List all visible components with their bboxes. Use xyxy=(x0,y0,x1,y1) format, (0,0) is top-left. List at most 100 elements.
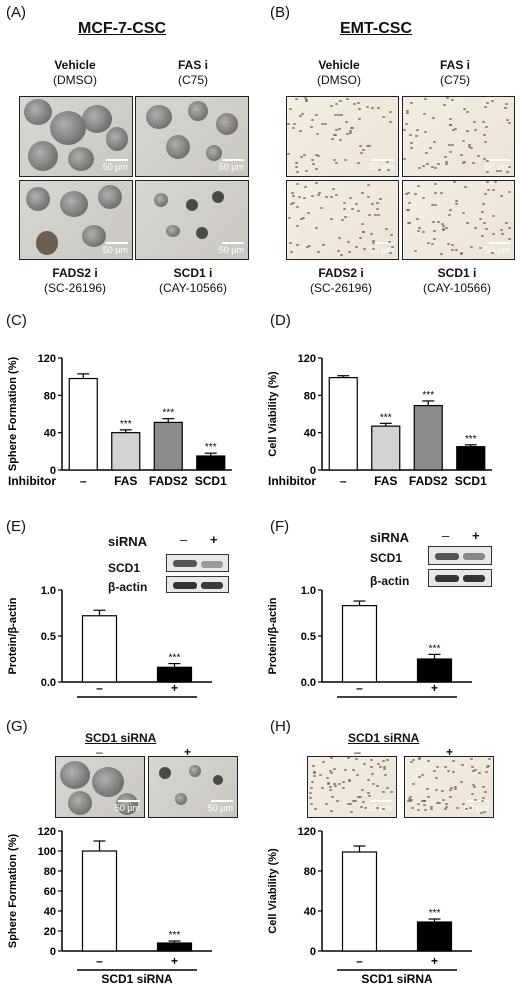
cell-speckle xyxy=(289,242,292,244)
cell-speckle xyxy=(306,246,309,248)
cell-speckle xyxy=(309,792,312,794)
cell-speckle xyxy=(440,192,443,194)
cell-speckle xyxy=(351,208,354,210)
cell-speckle xyxy=(432,221,435,223)
y-axis-label: Cell Viability (%) xyxy=(267,848,279,934)
panel-a-image-scd1: 50 µm xyxy=(135,180,249,260)
cell-speckle xyxy=(339,139,342,141)
cell-speckle xyxy=(462,162,465,164)
x-tick-label: + xyxy=(171,954,178,968)
scale-bar: 50 µm xyxy=(208,800,233,813)
cell-speckle xyxy=(335,103,338,105)
cell-speckle xyxy=(410,799,413,801)
y-tick-label: 120 xyxy=(298,353,316,365)
western-blot-scd1 xyxy=(428,546,492,565)
cell-speckle xyxy=(292,195,295,197)
cell-speckle xyxy=(382,760,385,762)
cell-speckle xyxy=(296,183,299,185)
bar xyxy=(111,432,141,471)
cell-speckle xyxy=(462,212,465,214)
cell-speckle xyxy=(347,241,350,243)
cell-speckle xyxy=(506,171,509,173)
cell-speckle xyxy=(330,196,333,198)
cell-speckle xyxy=(315,182,318,184)
cell-speckle xyxy=(317,251,320,253)
y-tick-label: 80 xyxy=(44,866,56,878)
cell-speckle xyxy=(460,781,463,783)
cell-speckle xyxy=(343,208,346,210)
cell-speckle xyxy=(339,100,342,102)
cell-speckle xyxy=(406,112,409,114)
cell-speckle xyxy=(407,222,410,224)
cell-speckle xyxy=(485,771,488,773)
cell-speckle xyxy=(367,779,370,781)
cell-speckle xyxy=(333,768,336,770)
y-tick-label: 80 xyxy=(304,390,316,402)
cell-speckle xyxy=(325,803,328,805)
cell-speckle xyxy=(445,227,448,229)
cell-speckle xyxy=(333,134,336,136)
cell-speckle xyxy=(437,163,440,165)
cell-speckle xyxy=(391,246,394,248)
cell-speckle xyxy=(376,202,379,204)
panel-g-title: SCD1 siRNA xyxy=(85,731,157,745)
cell-speckle xyxy=(449,789,452,791)
cell-speckle xyxy=(423,800,426,802)
cell-speckle xyxy=(389,121,392,123)
cell-speckle xyxy=(434,204,437,206)
cell-speckle xyxy=(455,200,458,202)
cell-speckle xyxy=(410,761,413,763)
y-tick-label: 40 xyxy=(44,428,56,440)
cell-speckle xyxy=(442,799,445,801)
chart-d: 0 40 80 120 Cell Viability (%) – *** FAS *** FADS… xyxy=(267,353,492,488)
cell-speckle xyxy=(403,158,406,160)
cell-speckle xyxy=(330,105,333,107)
cell-speckle xyxy=(374,214,377,216)
significance-mark: *** xyxy=(465,434,477,445)
cell-speckle xyxy=(335,129,338,131)
cell-speckle xyxy=(350,811,353,813)
y-tick-label: 0 xyxy=(310,465,316,477)
cell-speckle xyxy=(305,170,308,172)
cell-speckle xyxy=(470,147,473,149)
cell-speckle xyxy=(442,228,445,230)
cell-speckle xyxy=(346,98,349,100)
cell-speckle xyxy=(473,786,476,788)
y-tick-label: 0.5 xyxy=(41,631,56,643)
panel-g-image-control: 50 µm xyxy=(55,756,145,818)
cell-speckle xyxy=(486,102,489,104)
cell-speckle xyxy=(486,766,489,768)
cell-speckle xyxy=(330,757,333,759)
cell-speckle xyxy=(480,812,483,814)
cell-speckle xyxy=(454,788,457,790)
cell-speckle xyxy=(463,108,466,110)
panel-b-cond-vehicle: Vehicle (DMSO) xyxy=(317,58,361,87)
cell-speckle xyxy=(474,799,477,801)
cell-speckle xyxy=(445,163,448,165)
x-axis-prefix: Inhibitor xyxy=(8,474,56,488)
cell-speckle xyxy=(338,237,341,239)
cell-speckle xyxy=(435,789,438,791)
cell-speckle xyxy=(304,186,307,188)
cell-speckle xyxy=(363,248,366,250)
cell-speckle xyxy=(415,135,418,137)
cell-speckle xyxy=(449,124,452,126)
panel-a-image-vehicle: 50 µm xyxy=(19,96,133,177)
y-tick-label: 80 xyxy=(44,390,56,402)
cell-speckle xyxy=(423,113,426,115)
cell-speckle xyxy=(289,108,292,110)
cell-speckle xyxy=(362,801,365,803)
cell-speckle xyxy=(353,103,356,105)
y-axis-label: Cell Viability (%) xyxy=(267,371,279,457)
cell-speckle xyxy=(300,218,303,220)
scale-bar: 50 µm xyxy=(103,242,128,255)
cell-speckle xyxy=(368,214,371,216)
x-tick-label: FADS2 xyxy=(149,474,188,488)
bar xyxy=(68,377,98,471)
y-tick-label: 40 xyxy=(304,906,316,918)
panel-h-image-sirna: 50 µm xyxy=(404,756,494,818)
panel-g-image-sirna: 50 µm xyxy=(148,756,238,818)
cell-speckle xyxy=(334,114,337,116)
cell-speckle xyxy=(444,156,447,158)
cell-speckle xyxy=(315,114,318,116)
